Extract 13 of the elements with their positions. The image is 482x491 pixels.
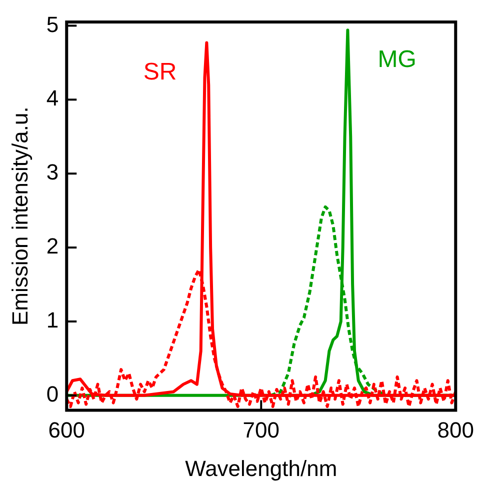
x-axis-title: Wavelength/nm [185,456,338,481]
y-tick-label: 2 [46,234,59,259]
y-tick-label: 4 [46,86,59,111]
y-tick-label: 0 [46,381,59,406]
y-axis-title: Emission intensity/a.u. [7,106,32,326]
y-tick-label: 5 [46,12,59,37]
series-label: MG [378,46,416,73]
y-tick-label: 3 [46,160,59,185]
x-tick-label: 600 [48,417,85,442]
x-tick-label: 800 [437,417,474,442]
series-label: SR [143,58,177,86]
x-tick-label: 700 [242,417,280,442]
y-tick-label: 1 [46,308,59,333]
